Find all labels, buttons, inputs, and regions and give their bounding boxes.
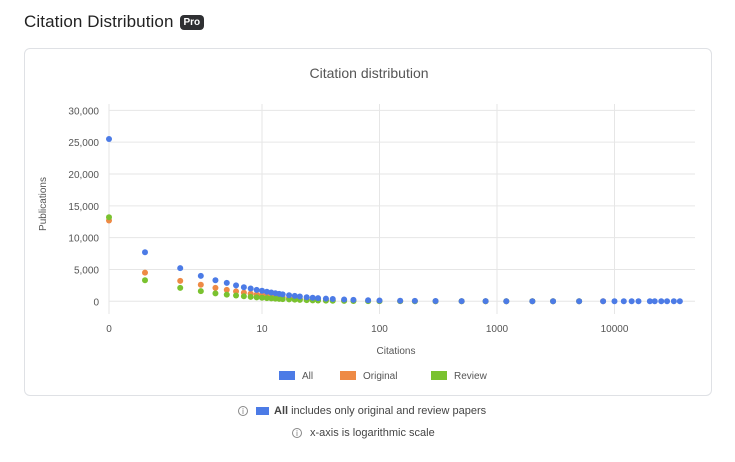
legend-label-original: Original [363,371,397,382]
data-point-review [233,292,240,299]
data-point-all [376,297,383,304]
data-point-all [628,298,635,305]
data-point-all [106,136,112,142]
data-point-original [142,269,148,276]
log-scale-note-text: x-axis is logarithmic scale [310,427,435,439]
data-point-all [296,293,303,300]
all-series-note-label: All [274,405,289,417]
page-header: Citation Distribution Pro [24,10,205,34]
y-tick-label: 30,000 [68,106,99,117]
x-tick-label: 100 [371,324,388,335]
legend-swatch-review [431,371,447,380]
citation-distribution-chart: Citation distribution 30,000 25,000 20,000 1… [38,65,695,382]
pro-badge: Pro [179,14,205,30]
y-tick-label: 5,000 [74,265,99,276]
x-tick-label: 10 [256,324,268,335]
data-point-original [197,281,204,288]
data-point-review [106,214,112,221]
data-point-all [503,298,510,305]
y-tick-label: 20,000 [68,170,99,181]
data-point-all [620,298,627,305]
data-point-all [482,298,489,305]
data-point-original [177,277,184,284]
legend-swatch-all [279,371,295,380]
data-point-all [646,298,653,305]
data-point-review [253,294,260,301]
data-point-all [197,272,204,279]
legend-label-all: All [302,371,313,382]
data-point-all [611,298,618,305]
data-point-all [635,298,642,305]
data-point-review [212,290,219,297]
data-point-all [303,294,310,301]
y-axis-label: Publications [38,177,49,231]
data-point-all [550,298,557,305]
data-point-review [279,296,286,303]
data-point-review [177,284,184,291]
x-tick-label: 0 [106,324,112,335]
x-tick-label: 10000 [601,324,629,335]
x-tick-label: 1000 [486,324,509,335]
data-point-review [259,294,265,301]
data-point-review [223,291,230,298]
data-point-original [212,284,219,291]
data-point-all [664,298,671,305]
data-point-all [458,298,465,305]
data-point-all [240,284,247,291]
data-point-all [329,296,336,303]
log-scale-note: i x-axis is logarithmic scale [292,427,435,439]
data-point-all [529,298,536,305]
data-point-all [291,292,298,299]
y-tick-label: 0 [93,297,99,308]
data-point-all [233,282,240,289]
data-point-all [397,297,404,304]
all-series-note-text: includes only original and review papers [291,405,487,417]
all-series-swatch [256,407,269,415]
data-point-review [247,293,254,300]
y-tick-label: 25,000 [68,138,99,149]
data-point-all [279,291,286,298]
data-point-all [263,288,270,295]
data-point-all [315,295,322,302]
data-point-original [223,286,230,293]
data-point-all [253,286,260,293]
data-point-all [670,298,677,305]
data-point-all [676,298,683,305]
data-point-review [197,288,204,295]
page-title: Citation Distribution [24,12,174,31]
data-point-all [259,287,265,294]
all-series-note: i All includes only original and review … [238,405,486,417]
data-point-all [309,294,316,301]
x-axis-label: Citations [377,346,416,357]
data-point-all [142,249,148,256]
y-tick-label: 15,000 [68,202,99,213]
legend-swatch-original [340,371,356,380]
info-icon: i [292,428,302,438]
chart-title: Citation distribution [309,65,428,81]
data-point-all [286,292,293,299]
data-point-review [286,296,293,303]
data-point-all [651,298,658,305]
chart-card: Citation distribution 30,000 25,000 20,000 1… [24,48,712,396]
data-point-all [600,298,607,305]
data-point-all [576,298,583,305]
data-point-all [341,296,348,303]
data-point-review [240,293,247,300]
data-point-review [263,295,270,302]
data-point-all [223,279,230,286]
data-point-all [177,265,184,272]
data-point-all [432,298,439,305]
data-point-original [233,288,240,295]
legend-label-review: Review [454,371,488,382]
data-point-all [658,298,665,305]
data-point-review [142,277,148,284]
data-point-all [212,277,219,284]
data-point-all [350,296,357,303]
y-tick-label: 10,000 [68,234,99,245]
data-point-all [322,295,329,302]
info-icon: i [238,406,248,416]
data-point-all [365,297,372,304]
data-point-all [411,297,418,304]
data-point-all [247,285,254,292]
